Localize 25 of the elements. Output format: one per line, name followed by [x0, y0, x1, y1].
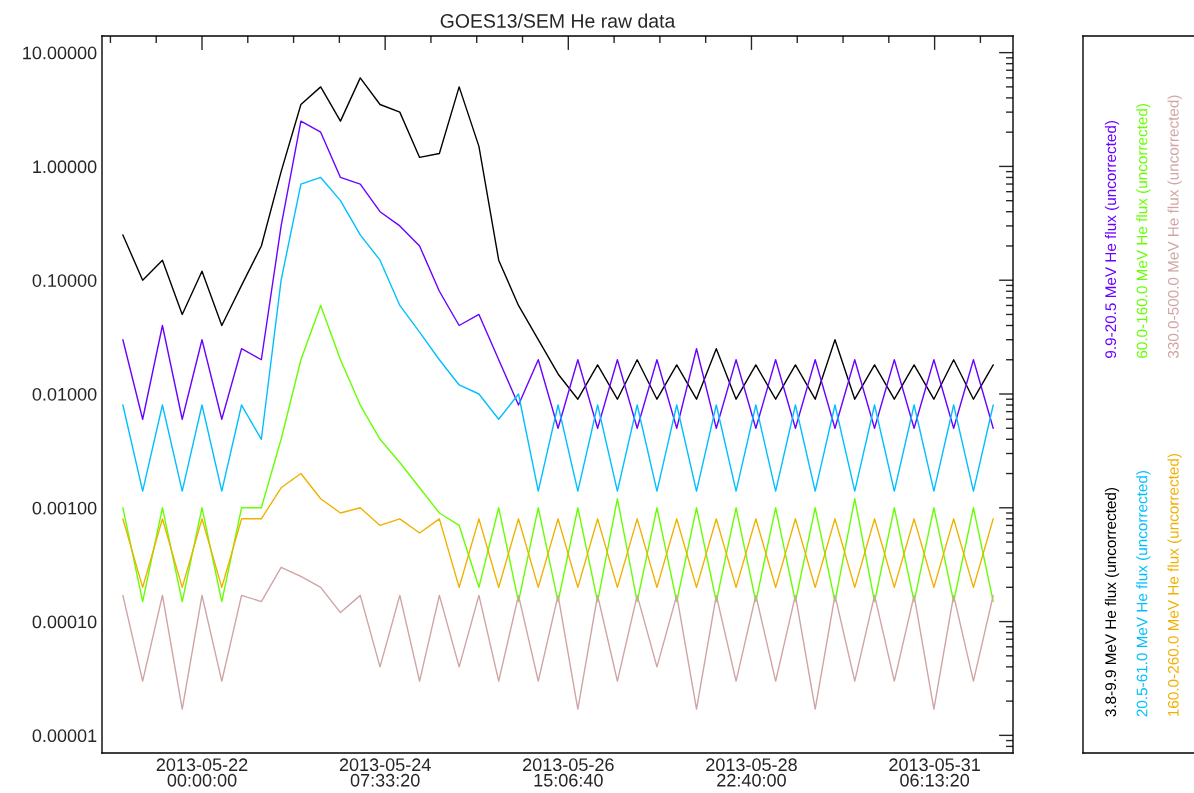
x-tick-label: 2013-05-26 15:06:40 — [523, 758, 614, 787]
y-tick-label: 10.00000 — [23, 46, 97, 60]
x-tick-label: 2013-05-31 06:13:20 — [889, 758, 980, 787]
text: 330.0-500.0 MeV He flux (uncorrected) — [1167, 95, 1182, 359]
y-tick-label: 0.00100 — [32, 501, 97, 515]
chart-title: GOES13/SEM He raw data — [440, 13, 676, 28]
text: 60.0-160.0 MeV He flux (uncorrected) — [1136, 103, 1151, 358]
line-series — [122, 120, 994, 429]
y-tick-label: 0.00001 — [32, 729, 97, 743]
text: 9.9-20.5 MeV He flux (uncorrected) — [1104, 120, 1120, 358]
x-tick-label: 2013-05-28 22:40:00 — [706, 758, 797, 787]
line-series — [122, 77, 994, 400]
line-series — [122, 176, 994, 492]
x-tick-label: 2013-05-24 07:33:20 — [339, 758, 431, 787]
text: 20.5-61.0 MeV He flux (uncorrected) — [1136, 470, 1151, 717]
line-series — [122, 304, 994, 603]
x-tick-label: 2013-05-22 00:00:00 — [156, 758, 248, 787]
text: 3.8-9.9 MeV He flux (uncorrected) — [1104, 487, 1120, 717]
line-series — [122, 472, 994, 589]
y-tick-label: 0.01000 — [32, 387, 97, 401]
y-tick-label: 1.00000 — [33, 160, 97, 174]
line-series — [122, 566, 994, 710]
text: 160.0-260.0 MeV He flux (uncorrected) — [1167, 454, 1182, 716]
y-tick-label: 0.00010 — [32, 615, 97, 629]
y-tick-label: 0.10000 — [32, 274, 97, 287]
